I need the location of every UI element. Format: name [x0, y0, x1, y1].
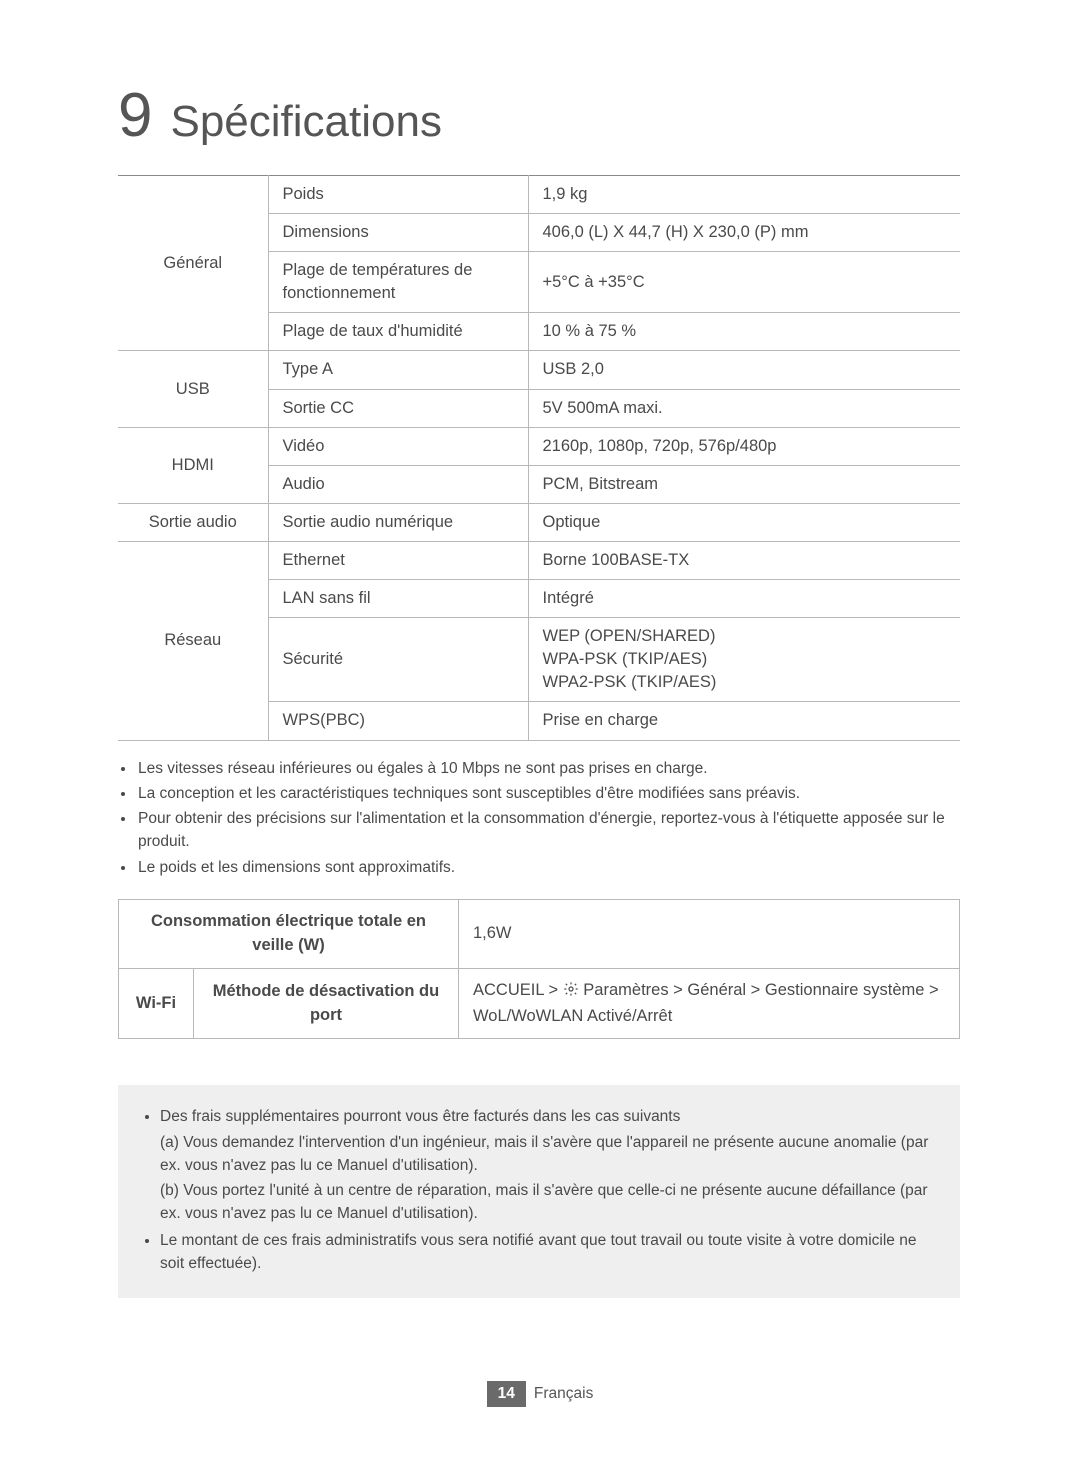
spec-key: Dimensions: [268, 214, 528, 252]
category-usb: USB: [118, 351, 268, 427]
spec-value: PCM, Bitstream: [528, 465, 960, 503]
spec-key: Ethernet: [268, 541, 528, 579]
power-table: Consommation électrique totale en veille…: [118, 899, 960, 1040]
spec-key: Audio: [268, 465, 528, 503]
page-language: Français: [534, 1385, 593, 1402]
spec-value: 1,9 kg: [528, 176, 960, 214]
spec-value: USB 2,0: [528, 351, 960, 389]
category-general: Général: [118, 176, 268, 351]
notes-list: Les vitesses réseau inférieures ou égale…: [136, 757, 960, 879]
standby-label: Consommation électrique totale en veille…: [119, 899, 459, 968]
spec-value: Optique: [528, 503, 960, 541]
fee-item: Le montant de ces frais administratifs v…: [160, 1229, 938, 1276]
spec-key: Vidéo: [268, 427, 528, 465]
wifi-label: Wi-Fi: [119, 968, 194, 1039]
spec-key: WPS(PBC): [268, 702, 528, 740]
fee-sub-b: (b) Vous portez l'unité à un centre de r…: [160, 1179, 938, 1226]
spec-value: Prise en charge: [528, 702, 960, 740]
spec-key: LAN sans fil: [268, 580, 528, 618]
chapter-heading: 9 Spécifications: [118, 85, 960, 147]
category-hdmi: HDMI: [118, 427, 268, 503]
chapter-number: 9: [118, 85, 152, 147]
fee-notice-box: Des frais supplémentaires pourront vous …: [118, 1085, 960, 1298]
spec-value: 5V 500mA maxi.: [528, 389, 960, 427]
specifications-table: Général Poids 1,9 kg Dimensions 406,0 (L…: [118, 175, 960, 741]
spec-value: 2160p, 1080p, 720p, 576p/480p: [528, 427, 960, 465]
page-footer: 14 Français: [0, 1381, 1080, 1407]
spec-value: Intégré: [528, 580, 960, 618]
spec-value: WEP (OPEN/SHARED)WPA-PSK (TKIP/AES)WPA2-…: [528, 618, 960, 702]
spec-value: +5°C à +35°C: [528, 252, 960, 313]
fee-lead: Des frais supplémentaires pourront vous …: [160, 1108, 680, 1125]
spec-key: Sortie CC: [268, 389, 528, 427]
spec-value: Borne 100BASE-TX: [528, 541, 960, 579]
category-network: Réseau: [118, 541, 268, 740]
note-item: La conception et les caractéristiques te…: [136, 782, 960, 805]
note-item: Les vitesses réseau inférieures ou égale…: [136, 757, 960, 780]
spec-value: 406,0 (L) X 44,7 (H) X 230,0 (P) mm: [528, 214, 960, 252]
spec-key: Plage de températures de fonctionnement: [268, 252, 528, 313]
method-label: Méthode de désactivation du port: [194, 968, 459, 1039]
note-item: Le poids et les dimensions sont approxim…: [136, 856, 960, 879]
fee-item: Des frais supplémentaires pourront vous …: [160, 1105, 938, 1225]
fee-sub-a: (a) Vous demandez l'intervention d'un in…: [160, 1131, 938, 1178]
category-audio-out: Sortie audio: [118, 503, 268, 541]
path-prefix: ACCUEIL >: [473, 981, 563, 999]
note-item: Pour obtenir des précisions sur l'alimen…: [136, 807, 960, 854]
chapter-title-text: Spécifications: [170, 100, 441, 144]
spec-value: 10 % à 75 %: [528, 313, 960, 351]
method-path: ACCUEIL > Paramètres > Général > Gestion…: [459, 968, 960, 1039]
spec-key: Plage de taux d'humidité: [268, 313, 528, 351]
spec-key: Sécurité: [268, 618, 528, 702]
page-number: 14: [487, 1381, 526, 1407]
spec-key: Type A: [268, 351, 528, 389]
standby-value: 1,6W: [459, 899, 960, 968]
spec-key: Poids: [268, 176, 528, 214]
gear-icon: [563, 981, 579, 1005]
spec-key: Sortie audio numérique: [268, 503, 528, 541]
